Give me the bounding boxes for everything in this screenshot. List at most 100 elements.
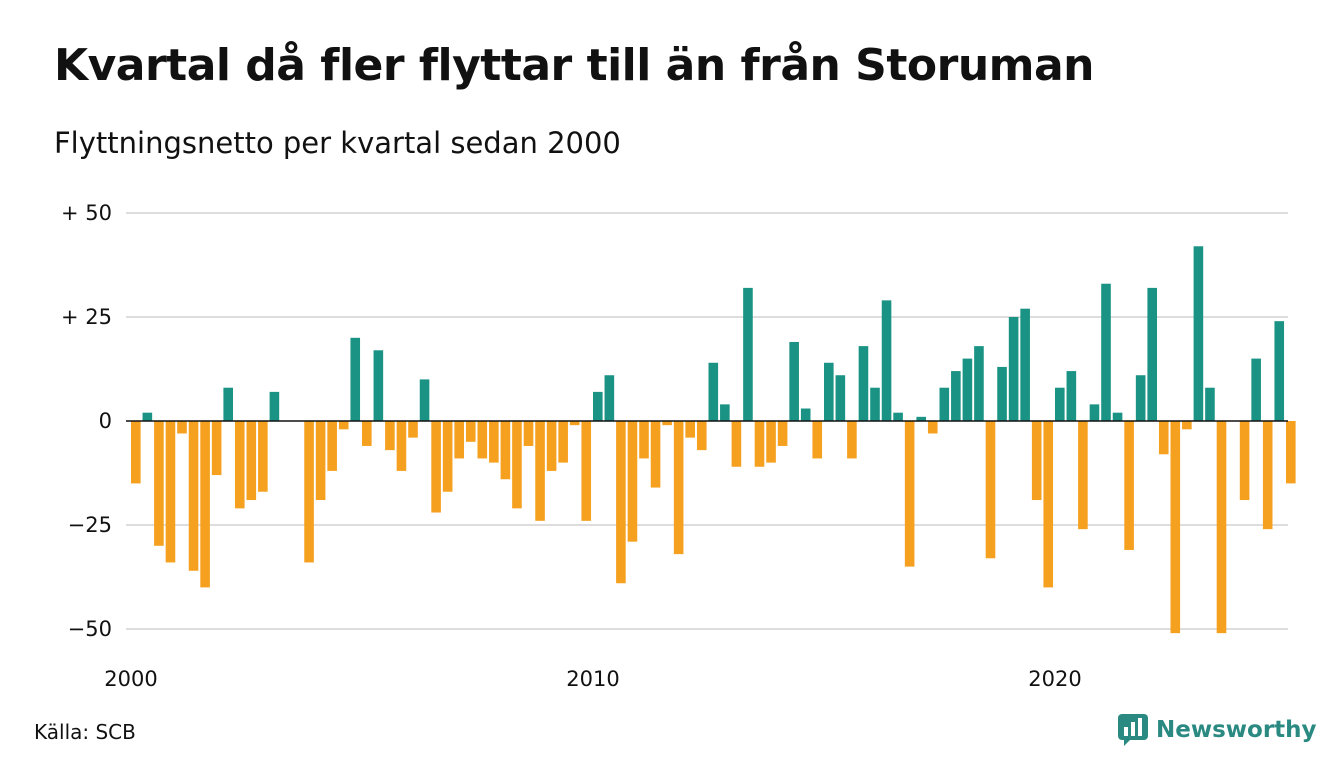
chart-subtitle: Flyttningsnetto per kvartal sedan 2000 <box>54 126 621 160</box>
bar-2002-q3 <box>246 421 257 501</box>
bar-2017-q1 <box>916 416 926 421</box>
y-tick-label: −25 <box>68 513 112 537</box>
bar-2008-q4 <box>535 421 545 521</box>
bar-2007-q3 <box>477 421 488 459</box>
bar-2001-q1 <box>177 421 187 434</box>
bar-2007-q1 <box>454 421 464 459</box>
bar-2012-q2 <box>696 421 707 451</box>
x-tick-label: 2020 <box>1028 667 1081 691</box>
bar-2003-q1 <box>269 391 280 421</box>
bar-2021-q2 <box>1112 412 1123 421</box>
bar-2013-q4 <box>766 421 776 463</box>
bar-2019-q3 <box>1031 421 1042 501</box>
bar-2002-q1 <box>223 387 233 421</box>
bar-2012-q1 <box>685 421 695 438</box>
bar-2015-q3 <box>847 421 857 459</box>
bar-2009-q1 <box>546 421 557 471</box>
y-tick-label: + 25 <box>61 305 112 329</box>
bar-2005-q1 <box>362 421 372 446</box>
bar-2008-q3 <box>523 421 534 446</box>
bar-2004-q3 <box>338 421 349 430</box>
bar-2005-q2 <box>373 350 384 421</box>
bar-2013-q3 <box>754 421 765 467</box>
bar-2016-q2 <box>881 300 892 421</box>
y-axis-ticks: + 50 + 25 0 −25 −50 <box>61 201 112 641</box>
bar-2011-q1 <box>639 421 649 459</box>
y-tick-label: + 50 <box>61 201 112 225</box>
bar-2006-q2 <box>419 379 430 421</box>
bar-2024-q1 <box>1239 421 1250 501</box>
chart-title: Kvartal då fler flyttar till än från Sto… <box>54 40 1095 91</box>
bar-2018-q4 <box>997 366 1007 421</box>
bar-2020-q4 <box>1089 404 1100 421</box>
bar-2019-q2 <box>1020 308 1030 421</box>
bar-2016-q4 <box>904 421 915 567</box>
bar-2007-q4 <box>489 421 499 463</box>
bar-2008-q1 <box>500 421 511 480</box>
bar-2022-q3 <box>1170 421 1181 634</box>
bar-2004-q4 <box>350 337 361 421</box>
bar-2021-q3 <box>1124 421 1134 550</box>
bar-2002-q2 <box>234 421 245 509</box>
bar-2024-q3 <box>1262 421 1273 530</box>
bar-2014-q2 <box>789 341 799 421</box>
bar-2024-q4 <box>1274 321 1285 421</box>
bar-2015-q4 <box>858 346 869 421</box>
y-tick-label: 0 <box>99 409 112 433</box>
bar-2010-q2 <box>604 375 615 421</box>
bar-2010-q4 <box>627 421 638 542</box>
bar-2024-q2 <box>1251 358 1261 421</box>
bar-2016-q1 <box>870 387 880 421</box>
bar-2022-q4 <box>1182 421 1192 430</box>
bar-2000-q1 <box>131 421 141 484</box>
bar-2016-q3 <box>893 412 903 421</box>
bar-2005-q4 <box>396 421 407 471</box>
brand-logo: Newsworthy <box>1118 714 1317 746</box>
bar-2004-q2 <box>327 421 337 471</box>
bar-2018-q1 <box>962 358 973 421</box>
bar-2019-q1 <box>1008 317 1019 421</box>
bar-2020-q3 <box>1078 421 1088 530</box>
bar-2017-q3 <box>939 387 950 421</box>
x-axis-ticks: 2000 2010 2020 <box>104 667 1081 691</box>
bar-2009-q3 <box>569 421 580 426</box>
bar-2022-q1 <box>1147 287 1157 421</box>
gridlines <box>126 212 1288 630</box>
bar-2001-q4 <box>211 421 222 476</box>
bar-2011-q3 <box>662 421 672 426</box>
x-tick-label: 2000 <box>104 667 157 691</box>
bars <box>131 246 1296 634</box>
bar-2017-q2 <box>927 421 938 434</box>
bar-2019-q4 <box>1043 421 1054 588</box>
brand-name: Newsworthy <box>1156 717 1317 743</box>
bar-2001-q3 <box>200 421 210 588</box>
bar-2000-q4 <box>165 421 176 563</box>
bar-2003-q4 <box>304 421 314 563</box>
bar-2021-q1 <box>1101 283 1111 421</box>
bar-2006-q4 <box>442 421 453 492</box>
bar-2007-q2 <box>465 421 476 442</box>
newsworthy-logo-icon <box>1118 714 1148 746</box>
bar-2021-q4 <box>1135 375 1146 421</box>
bar-2015-q1 <box>824 362 834 421</box>
bar-2001-q2 <box>188 421 199 571</box>
bar-2002-q4 <box>258 421 268 492</box>
bar-2023-q2 <box>1205 387 1215 421</box>
bar-2023-q3 <box>1216 421 1227 634</box>
bar-2009-q4 <box>581 421 592 521</box>
bar-2006-q3 <box>431 421 441 513</box>
bar-2023-q1 <box>1193 246 1204 421</box>
bar-2010-q3 <box>616 421 626 584</box>
bar-2022-q2 <box>1158 421 1169 455</box>
bar-2014-q4 <box>812 421 823 459</box>
bar-2020-q2 <box>1066 371 1077 421</box>
bar-2012-q3 <box>708 362 719 421</box>
bar-2009-q2 <box>558 421 568 463</box>
bar-2013-q1 <box>731 421 742 467</box>
bar-2005-q3 <box>385 421 395 451</box>
bar-2006-q1 <box>408 421 418 438</box>
bar-2012-q4 <box>720 404 730 421</box>
bar-2018-q3 <box>985 421 996 559</box>
x-tick-label: 2010 <box>566 667 619 691</box>
